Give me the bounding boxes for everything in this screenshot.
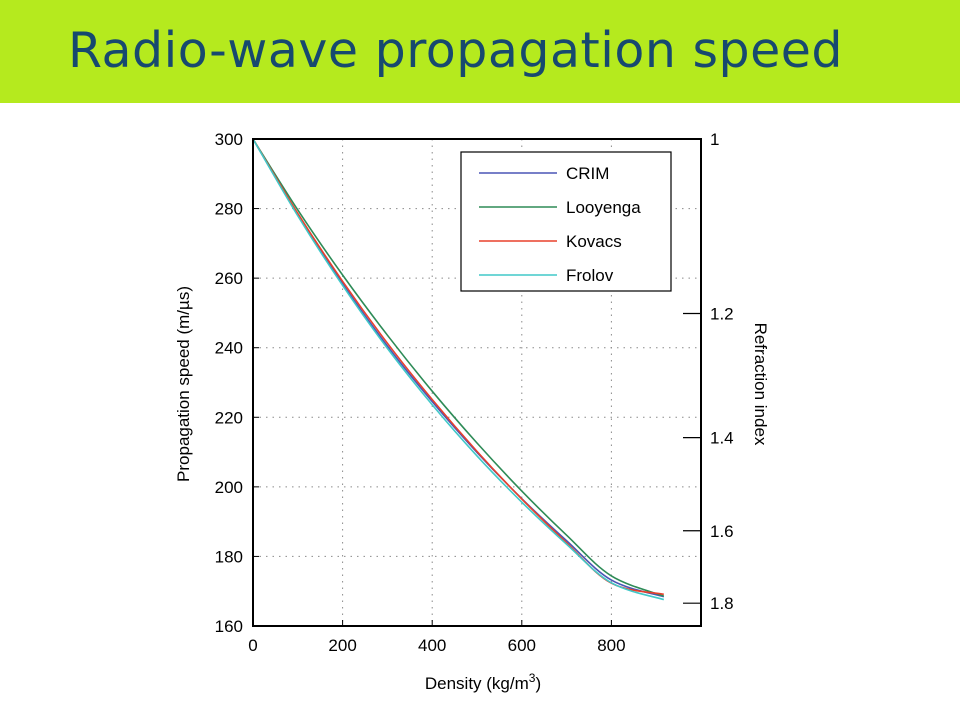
x-tick-label: 600 xyxy=(508,636,536,655)
y-tick-label: 240 xyxy=(215,339,243,358)
plot-frame xyxy=(252,138,702,627)
y2-tick-label: 1.2 xyxy=(710,305,734,324)
axis-ticks: 0 200 400 600 800 160 180 200 220 240 260 280 300 1 1.… xyxy=(215,130,734,655)
title-bar xyxy=(0,0,960,103)
x-tick-label: 0 xyxy=(248,636,257,655)
series-line-frolov xyxy=(252,138,665,601)
legend: CRIM Looyenga Kovacs Frolov xyxy=(460,151,672,292)
y2-tick-label: 1.8 xyxy=(710,594,734,613)
slide-title: Radio-wave propagation speed xyxy=(68,22,843,79)
x-axis-label: Density (kg/m3) xyxy=(425,671,541,693)
legend-label-kovacs: Kovacs xyxy=(566,232,622,251)
legend-box xyxy=(460,151,672,292)
x-tick-label: 200 xyxy=(328,636,356,655)
legend-label-looyenga: Looyenga xyxy=(566,198,641,217)
y2-axis-label: Refraction index xyxy=(751,323,770,446)
legend-label-crim: CRIM xyxy=(566,164,609,183)
y2-tick-label: 1 xyxy=(710,130,719,149)
y-tick-label: 180 xyxy=(215,547,243,566)
y-tick-label: 260 xyxy=(215,269,243,288)
y-tick-label: 220 xyxy=(215,408,243,427)
x-tick-label: 400 xyxy=(418,636,446,655)
y-tick-label: 160 xyxy=(215,617,243,636)
y-tick-label: 280 xyxy=(215,200,243,219)
legend-label-frolov: Frolov xyxy=(566,266,614,285)
x-tick-label: 800 xyxy=(597,636,625,655)
y-tick-label: 200 xyxy=(215,478,243,497)
y-tick-label: 300 xyxy=(215,130,243,149)
series-line-looyenga xyxy=(252,138,665,597)
series-lines xyxy=(252,138,665,601)
y2-tick-label: 1.4 xyxy=(710,429,734,448)
y2-tick-label: 1.6 xyxy=(710,522,734,541)
y-axis-label: Propagation speed (m/µs) xyxy=(174,286,193,482)
